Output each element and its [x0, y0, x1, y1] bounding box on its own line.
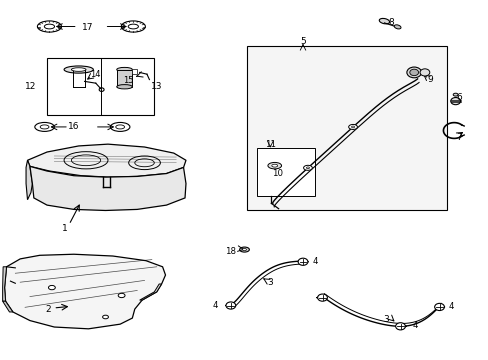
Ellipse shape [317, 294, 327, 301]
Bar [132, 69, 137, 74]
Bar [117, 69, 132, 87]
Ellipse shape [419, 69, 429, 76]
Ellipse shape [406, 67, 421, 78]
Text: 5: 5 [300, 37, 305, 46]
Text: 7: 7 [455, 133, 461, 142]
Ellipse shape [35, 122, 54, 131]
Ellipse shape [271, 164, 277, 167]
Text: 13: 13 [151, 82, 162, 91]
Ellipse shape [242, 248, 246, 251]
Ellipse shape [267, 162, 281, 169]
Ellipse shape [121, 21, 145, 32]
Ellipse shape [110, 122, 130, 131]
Text: 18: 18 [224, 247, 235, 256]
Ellipse shape [395, 323, 405, 330]
Ellipse shape [239, 247, 249, 252]
Ellipse shape [117, 85, 132, 89]
Polygon shape [2, 301, 13, 312]
Text: 2: 2 [45, 305, 51, 314]
Ellipse shape [452, 93, 457, 96]
Bar [246, 45, 446, 211]
Ellipse shape [64, 66, 93, 73]
Text: 15: 15 [123, 76, 133, 85]
Ellipse shape [450, 98, 460, 105]
Text: 3: 3 [267, 278, 273, 287]
Ellipse shape [409, 69, 418, 76]
Ellipse shape [128, 24, 138, 29]
Polygon shape [27, 144, 185, 177]
Text: 4: 4 [212, 301, 217, 310]
Bar [256, 148, 315, 196]
Text: 4: 4 [312, 257, 317, 266]
Text: 9: 9 [426, 75, 432, 84]
Ellipse shape [303, 165, 312, 170]
Text: 14: 14 [90, 70, 101, 79]
Text: 6: 6 [455, 93, 461, 102]
Ellipse shape [71, 68, 86, 71]
Ellipse shape [116, 125, 124, 129]
Polygon shape [30, 166, 185, 211]
Ellipse shape [393, 25, 400, 29]
Ellipse shape [38, 21, 61, 32]
Ellipse shape [40, 125, 49, 129]
Polygon shape [26, 160, 32, 200]
Text: 3: 3 [382, 315, 388, 324]
Ellipse shape [379, 18, 389, 24]
Text: 12: 12 [25, 82, 37, 91]
Text: 8: 8 [387, 18, 393, 27]
Text: 1: 1 [62, 224, 68, 233]
Polygon shape [2, 267, 6, 301]
Ellipse shape [348, 125, 357, 130]
Polygon shape [4, 254, 165, 329]
Ellipse shape [298, 258, 307, 265]
Text: 4: 4 [448, 302, 453, 311]
Bar [47, 58, 154, 116]
Ellipse shape [225, 302, 235, 309]
Ellipse shape [102, 315, 108, 319]
Polygon shape [140, 284, 161, 300]
Text: 4: 4 [411, 321, 417, 330]
Ellipse shape [434, 303, 444, 311]
Ellipse shape [48, 285, 55, 290]
Text: 10: 10 [271, 169, 282, 178]
Ellipse shape [44, 24, 55, 29]
Text: 17: 17 [81, 23, 93, 32]
Text: 16: 16 [68, 122, 80, 131]
Ellipse shape [117, 67, 132, 72]
Text: 11: 11 [264, 140, 275, 149]
Ellipse shape [118, 293, 125, 298]
